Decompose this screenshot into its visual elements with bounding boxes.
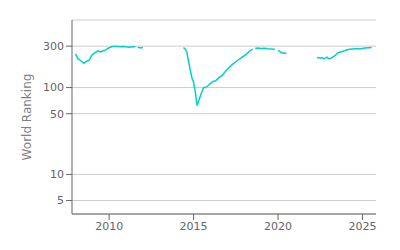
svg-text:2010: 2010 xyxy=(95,220,123,233)
svg-text:100: 100 xyxy=(43,81,64,94)
svg-text:10: 10 xyxy=(50,168,64,181)
svg-text:50: 50 xyxy=(50,108,64,121)
svg-text:2020: 2020 xyxy=(264,220,292,233)
svg-text:300: 300 xyxy=(43,40,64,53)
svg-text:2015: 2015 xyxy=(180,220,208,233)
svg-text:World Ranking: World Ranking xyxy=(20,74,34,161)
svg-text:5: 5 xyxy=(57,194,64,207)
svg-text:2025: 2025 xyxy=(348,220,376,233)
